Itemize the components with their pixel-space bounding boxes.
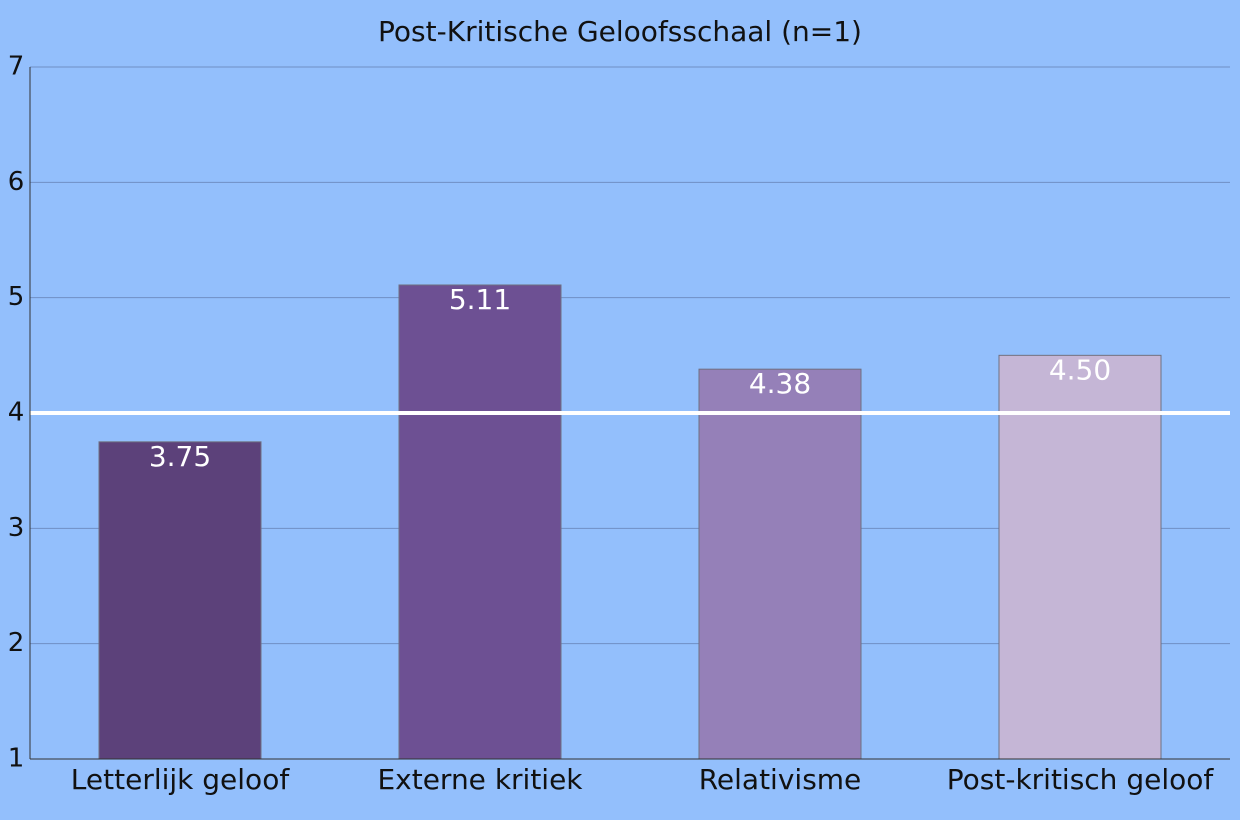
x-tick-label: Relativisme [699, 763, 862, 796]
y-tick-label: 6 [8, 167, 25, 197]
value-label: 3.75 [149, 440, 211, 473]
x-tick-label: Letterlijk geloof [71, 763, 291, 796]
x-tick-label: Externe kritiek [377, 763, 583, 796]
y-tick-label: 7 [8, 52, 25, 82]
bar [398, 284, 562, 760]
bar [98, 441, 262, 760]
y-tick-label: 4 [8, 398, 25, 428]
y-tick-label: 1 [8, 744, 25, 774]
value-label: 5.11 [449, 283, 511, 316]
y-tick-label: 2 [8, 628, 25, 658]
bar [698, 368, 862, 760]
x-tick-label: Post-kritisch geloof [947, 763, 1215, 796]
y-tick-label: 3 [8, 513, 25, 543]
value-label: 4.38 [749, 367, 811, 400]
chart-title: Post-Kritische Geloofsschaal (n=1) [378, 15, 862, 48]
value-label: 4.50 [1049, 353, 1111, 386]
bar [998, 354, 1162, 760]
y-tick-label: 5 [8, 282, 25, 312]
